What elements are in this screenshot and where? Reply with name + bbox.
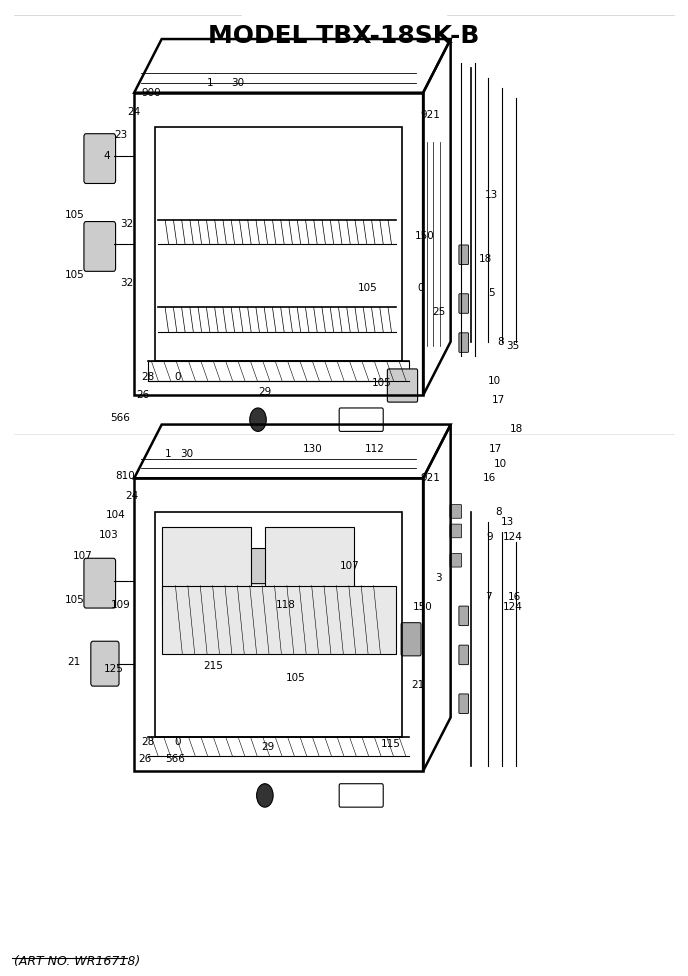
Text: 10: 10: [494, 459, 508, 468]
Text: 103: 103: [99, 530, 118, 540]
Text: 18: 18: [478, 254, 492, 264]
Circle shape: [250, 408, 266, 431]
Text: MODEL TBX-18SK-B: MODEL TBX-18SK-B: [208, 24, 480, 49]
Text: (ART NO. WR16718): (ART NO. WR16718): [14, 956, 140, 968]
Text: 118: 118: [276, 600, 295, 610]
Text: 7: 7: [485, 592, 492, 602]
Text: 109: 109: [111, 600, 130, 610]
Text: 24: 24: [127, 107, 141, 117]
Text: 105: 105: [372, 378, 391, 387]
Text: 107: 107: [73, 551, 92, 561]
Text: 115: 115: [381, 739, 400, 749]
Text: 104: 104: [106, 510, 125, 520]
Text: 124: 124: [503, 602, 522, 612]
FancyBboxPatch shape: [450, 553, 462, 567]
Text: 32: 32: [120, 278, 134, 288]
Text: 105: 105: [65, 595, 84, 605]
Text: 13: 13: [501, 517, 515, 527]
Text: 921: 921: [420, 473, 440, 483]
Text: 130: 130: [303, 444, 323, 454]
Text: 8: 8: [495, 508, 502, 517]
Text: 0: 0: [418, 283, 424, 293]
Text: 900: 900: [142, 88, 161, 98]
Text: 810: 810: [116, 471, 135, 481]
Text: 215: 215: [204, 661, 223, 671]
FancyBboxPatch shape: [459, 333, 469, 352]
Text: 26: 26: [136, 390, 150, 400]
Text: 105: 105: [286, 673, 305, 683]
Text: 30: 30: [230, 78, 244, 88]
FancyBboxPatch shape: [459, 606, 469, 626]
Text: 16: 16: [483, 473, 497, 483]
Text: 26: 26: [138, 754, 151, 764]
Text: 29: 29: [258, 387, 272, 397]
Text: 21: 21: [411, 680, 425, 690]
Text: 25: 25: [432, 307, 446, 317]
Text: 29: 29: [261, 742, 275, 752]
Polygon shape: [162, 527, 251, 605]
Text: 8: 8: [497, 337, 504, 346]
Text: 105: 105: [65, 270, 84, 280]
Text: 18: 18: [509, 425, 523, 434]
Polygon shape: [162, 586, 396, 654]
Text: 28: 28: [141, 737, 155, 747]
Text: 24: 24: [125, 491, 139, 501]
FancyBboxPatch shape: [84, 222, 116, 271]
FancyBboxPatch shape: [459, 294, 469, 313]
FancyBboxPatch shape: [459, 694, 469, 713]
Text: 23: 23: [114, 130, 127, 140]
Text: 566: 566: [111, 413, 130, 423]
Text: 5: 5: [488, 288, 495, 298]
Text: 17: 17: [488, 444, 502, 454]
Text: 125: 125: [104, 664, 123, 673]
Text: 32: 32: [120, 220, 134, 229]
Text: 1: 1: [206, 78, 213, 88]
FancyBboxPatch shape: [84, 558, 116, 608]
Text: 107: 107: [340, 561, 359, 571]
Text: 112: 112: [365, 444, 385, 454]
Text: 4: 4: [103, 151, 110, 161]
FancyBboxPatch shape: [84, 134, 116, 183]
FancyBboxPatch shape: [450, 505, 462, 518]
Text: 13: 13: [485, 190, 499, 200]
Text: 150: 150: [413, 602, 433, 612]
FancyBboxPatch shape: [401, 623, 421, 656]
Text: 1: 1: [165, 449, 172, 459]
Text: 105: 105: [358, 283, 378, 293]
FancyBboxPatch shape: [235, 549, 274, 584]
Text: 16: 16: [508, 592, 522, 602]
Text: 0: 0: [174, 737, 181, 747]
Text: 0: 0: [174, 372, 181, 382]
Text: 35: 35: [506, 342, 519, 351]
Text: 150: 150: [416, 231, 435, 241]
Text: 21: 21: [67, 657, 81, 667]
Text: 28: 28: [141, 372, 155, 382]
Text: 17: 17: [492, 395, 506, 405]
FancyBboxPatch shape: [459, 245, 469, 264]
Text: 3: 3: [436, 573, 442, 583]
Text: 921: 921: [420, 110, 440, 120]
Circle shape: [257, 784, 273, 807]
Text: 566: 566: [166, 754, 185, 764]
FancyBboxPatch shape: [450, 524, 462, 538]
Text: 105: 105: [65, 210, 84, 220]
Polygon shape: [265, 527, 354, 605]
FancyBboxPatch shape: [387, 369, 418, 402]
Text: 9: 9: [486, 532, 493, 542]
Text: 10: 10: [487, 376, 501, 386]
Text: 30: 30: [180, 449, 194, 459]
Text: 124: 124: [503, 532, 522, 542]
FancyBboxPatch shape: [459, 645, 469, 665]
FancyBboxPatch shape: [91, 641, 119, 686]
